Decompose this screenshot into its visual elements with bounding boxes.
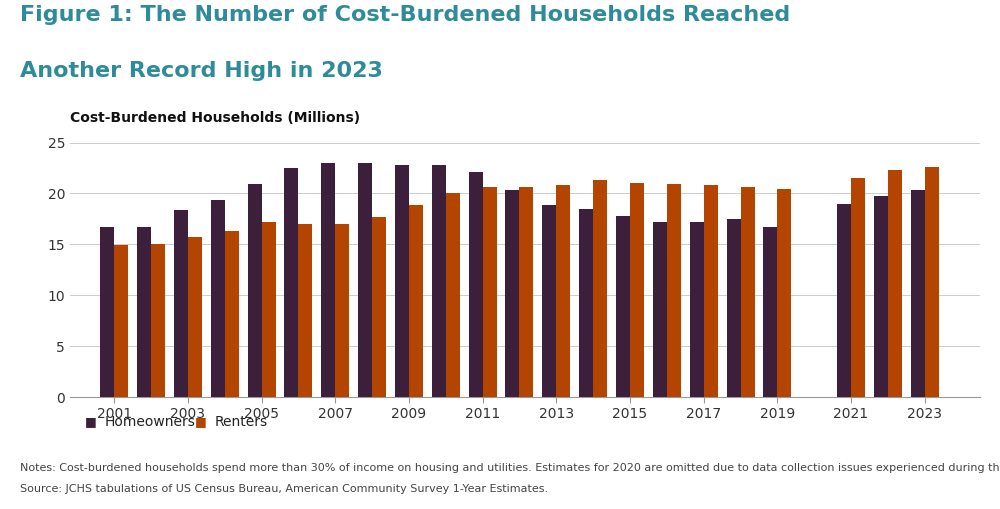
Bar xyxy=(483,187,497,397)
Bar xyxy=(888,170,902,397)
Bar xyxy=(925,167,939,397)
Bar xyxy=(114,245,128,397)
Bar xyxy=(151,244,165,397)
Bar xyxy=(211,200,225,397)
Bar xyxy=(579,209,593,397)
Bar xyxy=(432,165,446,397)
Text: Notes: Cost-burdened households spend more than 30% of income on housing and uti: Notes: Cost-burdened households spend mo… xyxy=(20,463,1000,473)
Bar xyxy=(409,205,423,397)
Bar xyxy=(321,163,335,397)
Bar xyxy=(653,222,667,397)
Bar xyxy=(763,227,777,397)
Bar xyxy=(741,187,755,397)
Bar xyxy=(137,227,151,397)
Bar xyxy=(505,190,519,397)
Text: Figure 1: The Number of Cost-Burdened Households Reached: Figure 1: The Number of Cost-Burdened Ho… xyxy=(20,5,790,25)
Text: Homeowners: Homeowners xyxy=(105,415,196,429)
Text: ■: ■ xyxy=(85,415,97,428)
Bar xyxy=(284,168,298,397)
Bar xyxy=(174,210,188,397)
Bar xyxy=(358,163,372,397)
Bar xyxy=(874,196,888,397)
Bar xyxy=(335,224,349,397)
Bar xyxy=(837,204,851,397)
Text: Source: JCHS tabulations of US Census Bureau, American Community Survey 1-Year E: Source: JCHS tabulations of US Census Bu… xyxy=(20,484,548,494)
Bar xyxy=(727,219,741,397)
Bar xyxy=(298,224,312,397)
Bar xyxy=(100,227,114,397)
Bar xyxy=(225,231,239,397)
Bar xyxy=(690,222,704,397)
Bar xyxy=(262,222,276,397)
Bar xyxy=(911,190,925,397)
Bar xyxy=(616,216,630,397)
Bar xyxy=(542,205,556,397)
Bar xyxy=(630,183,644,397)
Bar xyxy=(469,172,483,397)
Bar xyxy=(667,184,681,397)
Bar xyxy=(593,180,607,397)
Bar xyxy=(248,184,262,397)
Bar xyxy=(777,189,791,397)
Text: Cost-Burdened Households (Millions): Cost-Burdened Households (Millions) xyxy=(70,110,360,125)
Bar xyxy=(556,185,570,397)
Bar xyxy=(372,217,386,397)
Text: Renters: Renters xyxy=(215,415,268,429)
Text: Another Record High in 2023: Another Record High in 2023 xyxy=(20,61,383,81)
Bar xyxy=(188,237,202,397)
Bar xyxy=(519,187,533,397)
Bar xyxy=(395,165,409,397)
Text: ■: ■ xyxy=(195,415,207,428)
Bar xyxy=(446,193,460,397)
Bar xyxy=(851,178,865,397)
Bar xyxy=(704,185,718,397)
